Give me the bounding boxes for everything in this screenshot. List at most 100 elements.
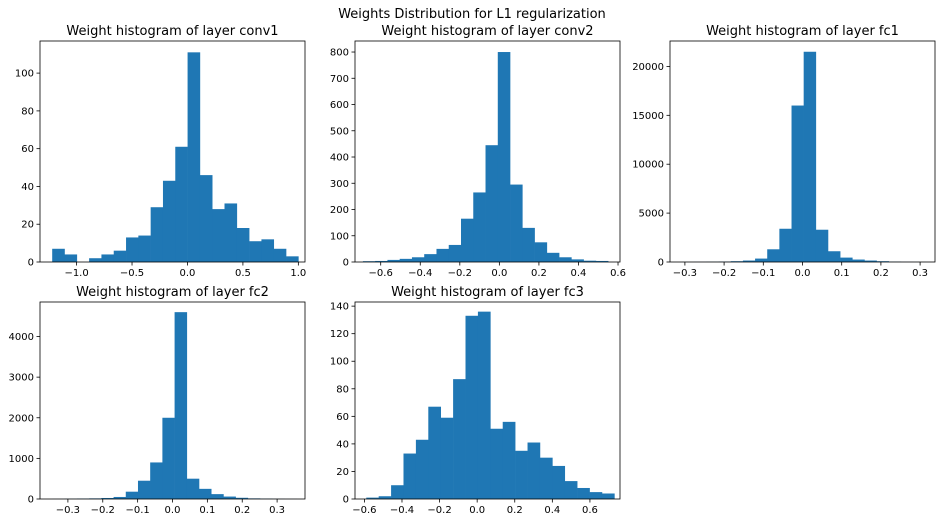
x-tick-label: −0.4 — [408, 268, 432, 279]
x-tick-label: 0.3 — [269, 505, 285, 516]
y-tick-label: 0 — [343, 495, 349, 506]
x-tick-label: 0.6 — [582, 505, 598, 516]
subplot-4: Weight histogram of layer fc2 −0.3 −0.2 −0.… — [9, 285, 306, 516]
histogram-bar — [546, 252, 560, 262]
x-tick-label: 0.2 — [507, 505, 523, 516]
axes-frame — [354, 40, 621, 263]
y-tick-label: 0 — [658, 258, 664, 269]
histogram-bar — [391, 485, 404, 499]
y-tick-label: 40 — [21, 182, 34, 193]
histogram-bar — [212, 209, 225, 262]
histogram-bars — [682, 51, 926, 262]
histogram-bar — [403, 453, 417, 499]
y-tick-label: 100 — [15, 69, 34, 80]
y-tick-label: 80 — [21, 106, 34, 117]
subplot-title: Weight histogram of layer conv1 — [66, 24, 278, 39]
histogram-bar — [101, 254, 115, 262]
histogram-bar — [223, 496, 236, 499]
x-tick-label: −0.6 — [369, 268, 393, 279]
histogram-bar — [827, 251, 841, 262]
histogram-bar — [138, 235, 151, 262]
histogram-bar — [440, 417, 454, 499]
histogram-bar — [453, 379, 466, 499]
histogram-bar — [779, 228, 792, 262]
histogram-bar — [522, 227, 535, 262]
histogram-bar — [497, 52, 511, 262]
histogram-bar — [415, 439, 429, 499]
histogram-bar — [815, 229, 829, 262]
y-tick-label: 200 — [330, 205, 349, 216]
x-tick-label: 0.1 — [834, 268, 850, 279]
histogram-bar — [448, 244, 462, 262]
subplot-title: Weight histogram of layer fc3 — [391, 285, 584, 300]
histogram-bar — [583, 260, 597, 262]
histogram-bar — [767, 249, 780, 262]
x-tick-label: −0.2 — [712, 268, 736, 279]
x-tick-label: −0.2 — [91, 505, 115, 516]
subplot-title: Weight histogram of layer fc2 — [76, 285, 269, 300]
histogram-bar — [399, 258, 413, 262]
histogram-bar — [64, 254, 78, 262]
histogram-bar — [150, 462, 163, 499]
histogram-bar — [411, 257, 425, 262]
x-tick-label: 0.5 — [235, 268, 251, 279]
histogram-bar — [366, 497, 379, 499]
histogram-bar — [126, 237, 139, 262]
y-tick-label: 500 — [330, 126, 349, 137]
histogram-bar — [571, 259, 584, 262]
histogram-bar — [742, 260, 756, 262]
histogram-bar — [249, 241, 262, 262]
histogram-bar — [534, 242, 548, 262]
x-tick-label: −0.2 — [427, 505, 451, 516]
histogram-bar — [791, 105, 804, 262]
x-tick-label: 0.3 — [912, 268, 928, 279]
histogram-bar — [852, 259, 865, 262]
histogram-bar — [186, 478, 200, 499]
x-tick-label: −0.5 — [120, 268, 144, 279]
y-tick-label: 300 — [330, 179, 349, 190]
y-tick-label: 10000 — [632, 160, 664, 171]
histogram-bar — [224, 203, 238, 262]
histogram-bar — [473, 192, 486, 262]
x-tick-label: 0.6 — [610, 268, 626, 279]
x-tick-label: 0.1 — [199, 505, 215, 516]
histogram-bar — [387, 259, 400, 262]
histogram-bar — [510, 184, 523, 262]
x-tick-label: −0.3 — [673, 268, 697, 279]
x-tick-label: −0.2 — [448, 268, 472, 279]
subplot-title: Weight histogram of layer fc1 — [706, 24, 899, 39]
x-tick-label: 1.0 — [290, 268, 306, 279]
y-tick-label: 700 — [330, 74, 349, 85]
histogram-bar — [477, 311, 491, 499]
histogram-bar — [113, 496, 127, 499]
x-tick-label: −0.1 — [751, 268, 775, 279]
histogram-bar — [150, 207, 164, 262]
histogram-bar — [52, 248, 65, 262]
y-tick-label: 20 — [21, 220, 34, 231]
histogram-bar — [589, 492, 603, 499]
histogram-bar — [235, 497, 249, 499]
histogram-bar — [199, 175, 213, 262]
histogram-bar — [211, 494, 224, 499]
histogram-bar — [273, 248, 287, 262]
histogram-bars — [362, 52, 609, 262]
subplot-3: Weight histogram of layer fc1 −0.3 −0.2 −0.… — [632, 24, 936, 279]
histogram-bar — [137, 480, 151, 499]
x-tick-label: −0.6 — [352, 505, 376, 516]
histogram-bar — [375, 260, 388, 262]
y-tick-label: 15000 — [632, 111, 664, 122]
histogram-bar — [199, 488, 212, 499]
histogram-bar — [559, 257, 572, 262]
x-tick-label: −0.1 — [125, 505, 149, 516]
histogram-bar — [515, 450, 528, 499]
subplots-container: Weight histogram of layer conv1 −1.0 −0.5 0… — [9, 24, 936, 516]
subplot-2: Weight histogram of layer conv2 −0.6 −0.4 −… — [330, 24, 626, 279]
x-tick-label: −1.0 — [64, 268, 88, 279]
subplot-5: Weight histogram of layer fc3 −0.6 −0.4 −0.… — [330, 285, 621, 516]
y-tick-label: 1000 — [9, 454, 34, 465]
histogram-bar — [162, 417, 175, 499]
histogram-bar — [436, 248, 450, 262]
y-tick-label: 0 — [343, 258, 349, 269]
y-tick-label: 80 — [336, 384, 349, 395]
